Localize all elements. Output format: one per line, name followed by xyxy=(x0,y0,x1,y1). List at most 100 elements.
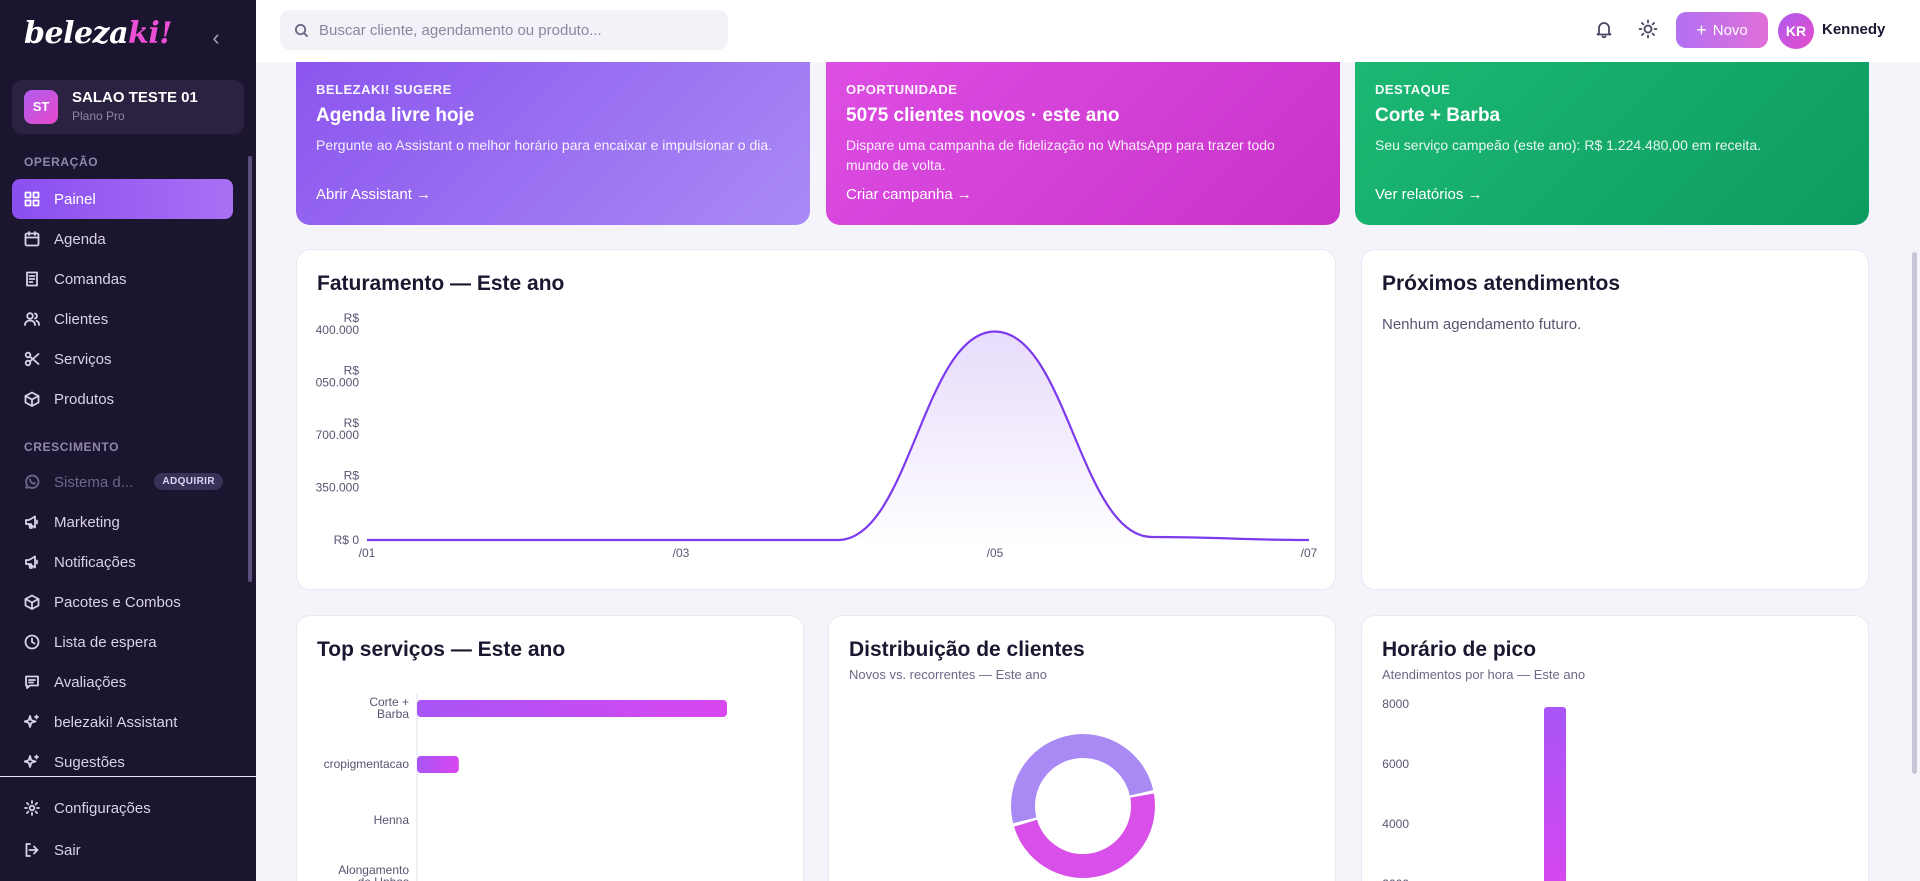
section-title-crescimento: CRESCIMENTO xyxy=(24,440,120,454)
user-name[interactable]: Kennedy xyxy=(1822,21,1886,38)
category-label: Barba xyxy=(377,707,409,721)
sidebar-item-label: Notificações xyxy=(54,553,136,571)
highlight-card-oportunidade: OPORTUNIDADE 5075 clientes novos · este … xyxy=(826,62,1340,225)
sidebar-item-pacotes[interactable]: Pacotes e Combos xyxy=(12,582,233,622)
org-switcher[interactable]: ST SALAO TESTE 01 Plano Pro xyxy=(12,80,244,134)
sidebar-item-label: Configurações xyxy=(54,799,151,817)
sidebar-item-label: Painel xyxy=(54,190,96,208)
category-label: de Unhas xyxy=(358,875,409,881)
y-tick-label: R$ xyxy=(344,311,360,325)
logout-icon xyxy=(24,842,40,858)
top-services-panel: Top serviços — Este ano Corte + Barba crop… xyxy=(296,615,804,881)
peak-bar[interactable] xyxy=(1544,707,1566,881)
box-icon xyxy=(24,391,40,407)
sidebar-item-avaliacoes[interactable]: Avaliações xyxy=(12,662,233,702)
avatar[interactable]: KR xyxy=(1778,13,1814,49)
panel-subtitle: Novos vs. recorrentes — Este ano xyxy=(849,667,1047,682)
org-name: SALAO TESTE 01 xyxy=(72,89,198,106)
card-title: Corte + Barba xyxy=(1375,105,1501,126)
gear-icon xyxy=(24,800,40,816)
card-title: 5075 clientes novos · este ano xyxy=(846,105,1120,126)
search-icon xyxy=(294,23,309,37)
whatsapp-icon xyxy=(24,474,40,490)
sidebar-item-clientes[interactable]: Clientes xyxy=(12,299,233,339)
x-tick-label: /01 xyxy=(359,546,376,560)
category-label: cropigmentacao xyxy=(324,757,410,771)
donut-slice[interactable] xyxy=(1011,734,1155,878)
chevron-left-icon[interactable]: ‹ xyxy=(212,25,220,50)
brand-logo[interactable]: belezaki! xyxy=(24,16,172,51)
y-tick-label: 6000 xyxy=(1382,757,1409,771)
sun-icon[interactable] xyxy=(1638,19,1658,39)
upcoming-panel: Próximos atendimentos Nenhum agendamento… xyxy=(1361,249,1869,590)
top-services-chart: Corte +Barba cropigmentacao Henna Alongamen… xyxy=(324,694,727,881)
new-button[interactable]: + Novo xyxy=(1676,12,1768,48)
view-reports-link[interactable]: Ver relatórios → xyxy=(1375,186,1483,203)
y-tick-label: R$ xyxy=(344,469,360,483)
panel-title: Distribuição de clientes xyxy=(849,638,1085,661)
top-header: +Novo KR Kennedy xyxy=(256,0,1920,62)
panel-title: Próximos atendimentos xyxy=(1382,272,1621,295)
grid-icon xyxy=(24,191,40,207)
y-tick-label: R$ xyxy=(344,364,360,378)
sidebar-item-label: Produtos xyxy=(54,390,115,408)
sidebar-item-lista-espera[interactable]: Lista de espera xyxy=(12,622,233,662)
revenue-chart: R$ 0R$350.000R$700.000R$050.000R$400.000… xyxy=(316,311,1318,560)
users-icon xyxy=(24,311,40,327)
bell-icon[interactable] xyxy=(1594,19,1614,39)
y-tick-label: 4000 xyxy=(1382,817,1409,831)
calendar-icon xyxy=(24,231,40,247)
service-bar[interactable] xyxy=(417,756,459,773)
category-label: Henna xyxy=(374,813,410,827)
sidebar-item-notificacoes[interactable]: Notificações xyxy=(12,542,233,582)
org-avatar: ST xyxy=(24,90,58,124)
acquire-badge[interactable]: ADQUIRIR xyxy=(154,473,223,490)
donut-slice[interactable] xyxy=(1011,734,1155,878)
search-box[interactable] xyxy=(280,10,728,50)
plus-icon: + xyxy=(1696,19,1707,40)
org-plan: Plano Pro xyxy=(72,109,125,123)
category-label: Corte + xyxy=(369,695,409,709)
sidebar-item-label: Sistema d... xyxy=(54,473,134,491)
main-scrollbar[interactable] xyxy=(1912,252,1917,774)
sidebar-item-assistant[interactable]: belezaki! Assistant xyxy=(12,702,233,742)
y-tick-label: 050.000 xyxy=(316,376,360,390)
sidebar-item-sair[interactable]: Sair xyxy=(12,830,233,870)
sidebar-item-servicos[interactable]: Serviços xyxy=(12,339,233,379)
y-tick-label: 8000 xyxy=(1382,697,1409,711)
sidebar-item-label: Sair xyxy=(54,841,81,859)
sidebar-item-produtos[interactable]: Produtos xyxy=(12,379,233,419)
category-label: Alongamento xyxy=(338,863,409,877)
sidebar-item-configuracoes[interactable]: Configurações xyxy=(12,788,233,828)
panel-title: Faturamento — Este ano xyxy=(317,272,565,295)
sidebar-item-label: belezaki! Assistant xyxy=(54,713,178,731)
highlight-card-sugere: BELEZAKI! SUGERE Agenda livre hoje Pergu… xyxy=(296,62,810,225)
y-tick-label: 350.000 xyxy=(316,481,360,495)
create-campaign-link[interactable]: Criar campanha → xyxy=(846,186,972,203)
panel-title: Top serviços — Este ano xyxy=(317,638,566,661)
sidebar-item-agenda[interactable]: Agenda xyxy=(12,219,233,259)
peak-hours-panel: Horário de pico Atendimentos por hora — … xyxy=(1361,615,1869,881)
sidebar-scrollbar[interactable] xyxy=(248,156,252,582)
section-title-operacao: OPERAÇÃO xyxy=(24,155,99,169)
sidebar-item-label: Pacotes e Combos xyxy=(54,593,181,611)
scissors-icon xyxy=(24,351,40,367)
revenue-panel: Faturamento — Este ano R$ 0 R$ 350.000 R$ 70… xyxy=(296,249,1336,590)
receipt-icon xyxy=(24,271,40,287)
sidebar-item-sugestoes[interactable]: Sugestões xyxy=(12,742,233,782)
sidebar-item-label: Comandas xyxy=(54,270,127,288)
sidebar-item-marketing[interactable]: Marketing xyxy=(12,502,233,542)
clock-icon xyxy=(24,634,40,650)
search-input[interactable] xyxy=(319,21,719,39)
sidebar-item-comandas[interactable]: Comandas xyxy=(12,259,233,299)
sparkle-icon xyxy=(24,714,40,730)
sidebar-item-painel[interactable]: Painel xyxy=(12,179,233,219)
card-description: Pergunte ao Assistant o melhor horário p… xyxy=(316,137,773,153)
highlight-card-destaque: DESTAQUE Corte + Barba Seu serviço campe… xyxy=(1355,62,1869,225)
sidebar-item-sistema[interactable]: Sistema d... ADQUIRIR xyxy=(12,462,233,502)
open-assistant-link[interactable]: Abrir Assistant → xyxy=(316,186,432,203)
sidebar-item-label: Clientes xyxy=(54,310,109,328)
card-eyebrow: BELEZAKI! SUGERE xyxy=(316,82,452,97)
service-bar[interactable] xyxy=(417,700,727,717)
empty-state: Nenhum agendamento futuro. xyxy=(1382,316,1582,333)
